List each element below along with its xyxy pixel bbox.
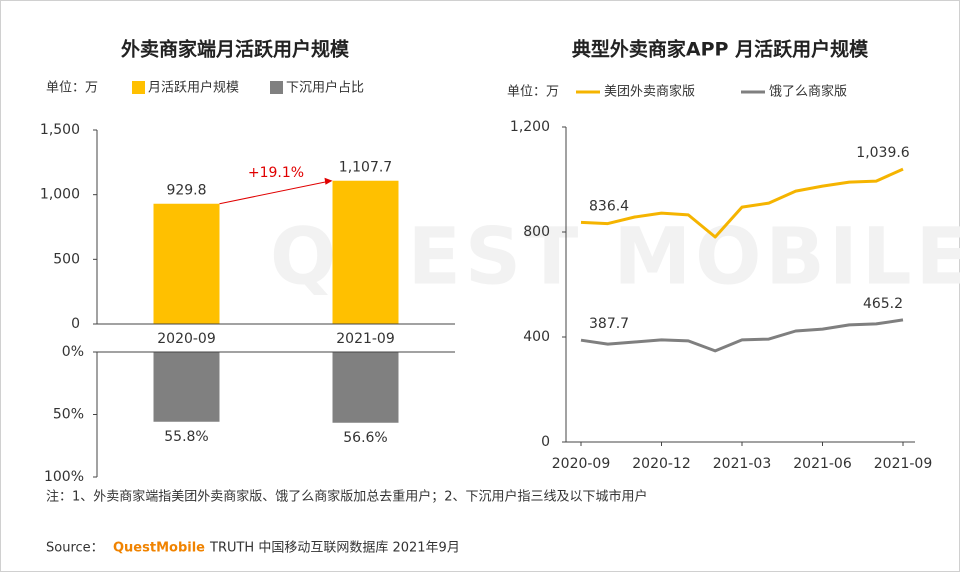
y-tick-label: 1,500 bbox=[40, 122, 80, 138]
unit-label: 单位：万 bbox=[46, 81, 98, 96]
x-tick-label: 2021-09 bbox=[874, 456, 933, 472]
source-text: TRUTH 中国移动互联网数据库 2021年9月 bbox=[209, 540, 460, 556]
series-line bbox=[580, 318, 904, 353]
arrow-head bbox=[324, 177, 333, 185]
legend-swatch bbox=[132, 81, 145, 94]
x-tick-label: 2021-06 bbox=[793, 456, 852, 472]
value-label: 387.7 bbox=[589, 316, 629, 332]
growth-annotation: +19.1% bbox=[248, 165, 304, 181]
x-tick-label: 2020-09 bbox=[552, 456, 611, 472]
value-label: 1,107.7 bbox=[339, 160, 392, 176]
y-tick-label: 0 bbox=[541, 434, 550, 450]
growth-arrow bbox=[219, 181, 327, 205]
value-label: 929.8 bbox=[166, 183, 206, 199]
y-tick-label: 500 bbox=[53, 251, 80, 267]
legend-label: 下沉用户占比 bbox=[286, 80, 364, 96]
share-bar bbox=[153, 352, 220, 422]
legend-label: 月活跃用户规模 bbox=[148, 80, 239, 96]
y2-tick-label: 0% bbox=[62, 344, 84, 360]
y-tick-label: 400 bbox=[523, 329, 550, 345]
x-tick-label: 2021-03 bbox=[713, 456, 772, 472]
share-bar bbox=[332, 352, 399, 423]
y-tick-label: 800 bbox=[523, 224, 550, 240]
y2-tick-label: 100% bbox=[44, 469, 84, 485]
x-tick-label: 2020-09 bbox=[157, 331, 216, 347]
x-tick-label: 2021-09 bbox=[336, 331, 395, 347]
series-line bbox=[580, 167, 904, 239]
y-tick-label: 0 bbox=[71, 316, 80, 332]
value-label: 1,039.6 bbox=[856, 145, 910, 161]
value-label: 55.8% bbox=[164, 429, 208, 445]
source-label: Source： bbox=[46, 541, 104, 556]
value-label: 836.4 bbox=[589, 198, 629, 214]
value-label: 56.6% bbox=[343, 430, 387, 446]
x-tick-label: 2020-12 bbox=[632, 456, 691, 472]
legend-label: 饿了么商家版 bbox=[769, 84, 847, 100]
mau-bar bbox=[332, 180, 399, 324]
legend-label: 美团外卖商家版 bbox=[604, 84, 695, 100]
mau-bar bbox=[153, 203, 220, 324]
y-tick-label: 1,200 bbox=[510, 119, 550, 135]
y-tick-label: 1,000 bbox=[40, 187, 80, 203]
value-label: 465.2 bbox=[863, 296, 903, 312]
unit-label: 单位：万 bbox=[507, 85, 559, 100]
chart-title: 外卖商家端月活跃用户规模 bbox=[121, 38, 350, 61]
legend-swatch bbox=[270, 81, 283, 94]
source-brand: QuestMobile bbox=[113, 541, 205, 556]
note: 注：1、外卖商家端指美团外卖商家版、饿了么商家版加总去重用户；2、下沉用户指三线… bbox=[46, 489, 648, 505]
y2-tick-label: 50% bbox=[53, 407, 84, 423]
chart-title: 典型外卖商家APP 月活跃用户规模 bbox=[572, 38, 869, 61]
